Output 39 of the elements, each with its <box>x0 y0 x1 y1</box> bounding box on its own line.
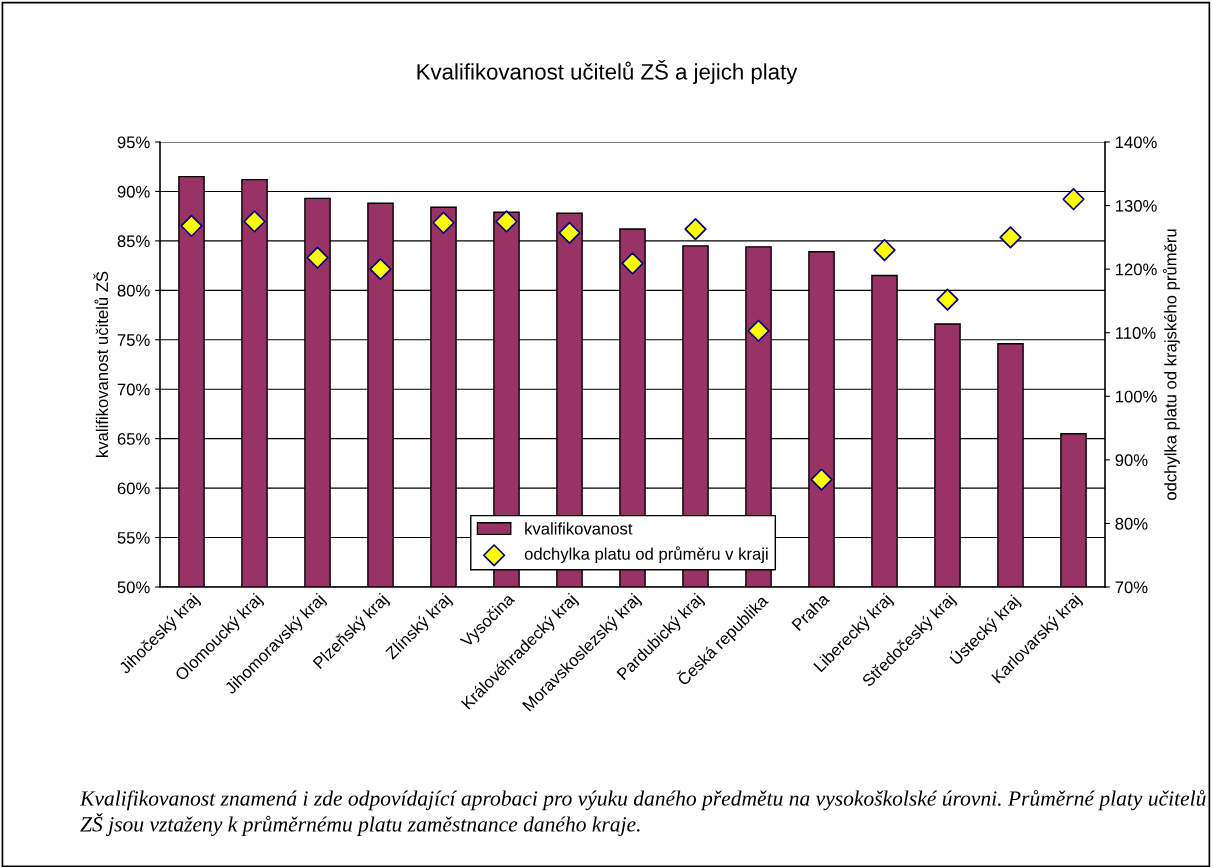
point <box>684 217 707 241</box>
y2-tick-label: 90% <box>1115 454 1148 467</box>
y2-axis-title: odchylka platu od krajského průměru <box>1162 229 1180 500</box>
point <box>936 288 959 311</box>
y-tick-label: 95% <box>117 136 150 149</box>
point <box>999 226 1022 249</box>
y2-tick-label: 130% <box>1115 199 1157 212</box>
y-tick-label: 55% <box>117 532 150 544</box>
point <box>432 211 455 234</box>
y-tick-label: 70% <box>117 383 150 396</box>
point <box>495 210 518 233</box>
y-tick-label: 50% <box>117 581 150 594</box>
y-axis-title: kvalifikovanost učitelů ZŠ <box>93 271 109 457</box>
point <box>306 246 329 269</box>
legend-label: odchylka platu od průměru v kraji <box>524 546 768 564</box>
y2-tick-label: 80% <box>1115 517 1148 530</box>
legend-label: kvalifikovanost <box>525 522 633 535</box>
point <box>180 214 203 238</box>
y-tick-label: 80% <box>117 284 150 297</box>
y-tick-label: 65% <box>117 433 150 445</box>
point <box>873 238 896 262</box>
y2-tick-label: 120% <box>1115 263 1157 276</box>
y2-tick-label: 110% <box>1115 327 1156 339</box>
y-tick-label: 60% <box>117 482 150 495</box>
text: Kvalifikovanost znamená i zde odpovídající aprobaci pro výuku daného předmětu na vysokoškolské úrovni. Průměrné platy učitelů ZŠ jsou vztaženy k průměrnému platu zaměstnance daného kraje. <box>79 790 1206 837</box>
y2-tick-label: 140% <box>1115 136 1157 149</box>
point <box>747 319 770 342</box>
y-tick-label: 85% <box>117 235 150 248</box>
y2-tick-label: 70% <box>1115 581 1148 594</box>
y-tick-label: 90% <box>117 185 150 198</box>
y-tick-label: 75% <box>117 334 150 346</box>
point <box>1062 188 1085 211</box>
y2-tick-label: 100% <box>1115 390 1157 403</box>
chart-title: Kvalifikovanost učitelů ZŠ a jejich platy <box>417 60 798 85</box>
point <box>621 252 644 275</box>
point <box>243 210 266 233</box>
point <box>369 258 392 281</box>
point <box>810 468 833 491</box>
point <box>558 221 581 245</box>
